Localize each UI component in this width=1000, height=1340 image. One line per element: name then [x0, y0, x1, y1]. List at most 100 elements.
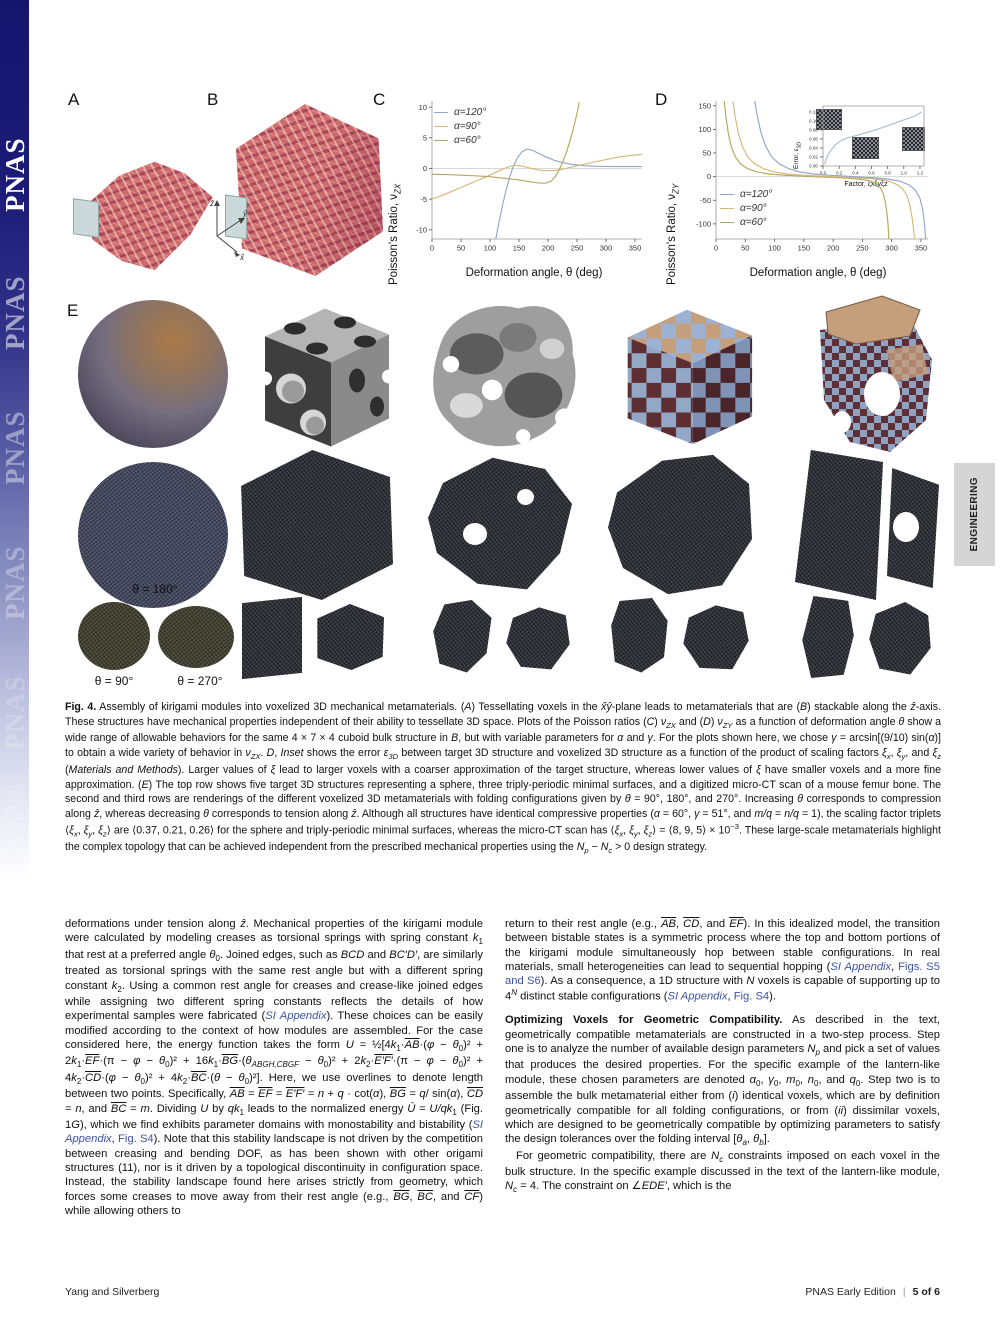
voxelized-femur-theta270-image [869, 602, 931, 675]
text-segment: ξ [614, 824, 620, 837]
body-column-left: deformations under tension along ẑ. Mech… [65, 917, 483, 1218]
text-segment: k [71, 1055, 77, 1068]
axis-y-label: ŷ [242, 209, 248, 218]
text-segment: · [218, 1055, 222, 1068]
text-segment: = 1), the scaling factor triplets ⟨ [65, 808, 942, 837]
panel-b-voxel-cube-image [236, 104, 383, 276]
text-segment: 3D [388, 752, 399, 762]
text-segment: , whereas decreasing [99, 808, 204, 820]
svg-text:350: 350 [629, 244, 642, 253]
text-segment: = [272, 1088, 286, 1101]
text-segment: ii [838, 1104, 844, 1117]
text-segment: γ [831, 732, 837, 745]
text-segment: · [370, 1055, 375, 1068]
text-segment: lead to larger voxels with a coarser app… [275, 763, 757, 776]
text-segment: z [937, 752, 942, 762]
text-segment: BC′D′ [389, 948, 418, 961]
text-segment: E′F′ [285, 1088, 305, 1101]
text-segment: that rest at a preferred angle [65, 948, 210, 961]
render-hole [463, 523, 487, 545]
panel-a-unit-module-image [73, 198, 99, 238]
reference-link[interactable]: Figs. S5 and S6 [505, 960, 940, 988]
voxelized-sphere-theta270-image [158, 606, 234, 668]
chart-c-xlabel: Deformation angle, θ (deg) [465, 267, 603, 279]
reference-link[interactable]: SI Appendix [265, 1010, 327, 1023]
voxelized-gyroid-theta90-image [433, 600, 492, 673]
text-segment: ), which we find exhibits parameter doma… [79, 1119, 473, 1132]
text-segment: θ [736, 1133, 743, 1146]
text-segment: y [88, 829, 93, 839]
legend-swatch [720, 194, 734, 195]
svg-text:50: 50 [741, 244, 749, 253]
text-segment: ZY [722, 720, 733, 730]
inset-thumbnail-structure [816, 109, 842, 130]
text-segment: = 51°, and [699, 808, 755, 820]
text-segment: 2 [182, 1077, 188, 1087]
text-segment: 0 [855, 1079, 861, 1088]
text-segment: . These large-scale metamaterials highli… [65, 824, 942, 853]
text-segment: (Fig. 1 [65, 1102, 484, 1132]
text-segment: , [92, 824, 99, 837]
text-segment: -plane leads to metamaterials that are ( [611, 701, 800, 713]
render-hole [517, 489, 534, 505]
text-segment: As described in the text, geometrically … [505, 1014, 940, 1055]
reference-link[interactable]: SI Appendix [65, 1119, 483, 1146]
text-segment: = 4. The constraint on ∠ [517, 1180, 642, 1193]
svg-text:150: 150 [698, 101, 711, 110]
text-segment: N [711, 1149, 720, 1162]
text-segment: = [771, 808, 785, 820]
text-segment: and [364, 948, 390, 961]
text-segment: k [360, 1055, 367, 1068]
text-segment: ) dissimilar voxels, which are designed … [505, 1104, 940, 1146]
text-segment: , [409, 1190, 418, 1203]
text-segment: , [778, 1073, 787, 1086]
svg-text:150: 150 [798, 244, 811, 253]
svg-text:0: 0 [423, 164, 427, 173]
reference-link[interactable]: SI Appendix [667, 991, 728, 1004]
reference-link[interactable]: Fig. S4 [118, 1133, 154, 1146]
theta-270-label: θ = 270° [177, 674, 223, 688]
text-segment: show a wide range of allowable behaviors… [65, 715, 941, 745]
reference-link[interactable]: SI Appendix [830, 960, 892, 973]
text-segment: AB [404, 1038, 420, 1051]
text-segment: BG [393, 1190, 410, 1203]
legend-label: α=90° [454, 121, 481, 132]
text-segment: and [623, 732, 648, 745]
svg-text:150: 150 [513, 244, 526, 253]
text-segment: 2 [117, 984, 122, 994]
text-segment: CD [85, 1071, 102, 1084]
section-tab-engineering: ENGINEERING [954, 463, 995, 566]
text-segment: θ [317, 1055, 324, 1068]
text-segment: , [623, 824, 630, 837]
svg-text:350: 350 [915, 244, 928, 253]
text-segment: ν [717, 715, 723, 728]
svg-text:0.06: 0.06 [809, 137, 818, 142]
text-segment: = 90°, 180°, and 270°. Increasing [630, 793, 798, 806]
text-segment: , [890, 747, 897, 760]
text-segment: ) [654, 715, 661, 728]
text-segment: BC [417, 1190, 433, 1203]
text-segment: EF [258, 1088, 273, 1101]
text-segment: G [71, 1119, 80, 1132]
chart-d-xlabel: Deformation angle, θ (deg) [749, 267, 887, 279]
text-segment: ABGH,CBGF [251, 1060, 299, 1070]
pnas-sidebar: PNAS PNAS PNAS PNAS PNAS PNAS [0, 0, 30, 880]
text-segment: > 0 design strategy. [612, 840, 708, 853]
reference-link[interactable]: Fig. S4 [733, 991, 770, 1004]
panel-d-inset-svg: 0.0 0.2 0.4 0.6 0.8 1.0 1.2 0.00 0.02 0.04 0.06 0.0… [809, 105, 925, 176]
text-segment: k [177, 1071, 183, 1084]
panel-label-c: C [373, 90, 386, 109]
text-segment: φ [133, 1055, 141, 1068]
svg-text:0.08: 0.08 [809, 128, 818, 133]
voxelized-sphere-theta90-image [78, 602, 150, 670]
svg-text:10: 10 [419, 103, 427, 112]
text-segment: . For the plots shown here, we chose [652, 732, 832, 745]
text-segment: α [450, 1088, 457, 1101]
text-segment: Ū [407, 1102, 416, 1115]
error-vs-scaling-factor-inset-chart: Error, ε3D Factor, ξxξyξz 0.0 0.2 0.4 0.6 0.… [790, 101, 930, 197]
text-segment: m [786, 1073, 796, 1086]
text-segment: ) identical voxels, which are by definit… [505, 1090, 940, 1117]
text-segment: )² + 2 [65, 1038, 483, 1068]
panel-d-svg: 0 50 100 150 200 250 300 350 -100 -50 0 50 100 150 [696, 101, 928, 253]
text-segment: A [464, 701, 472, 713]
